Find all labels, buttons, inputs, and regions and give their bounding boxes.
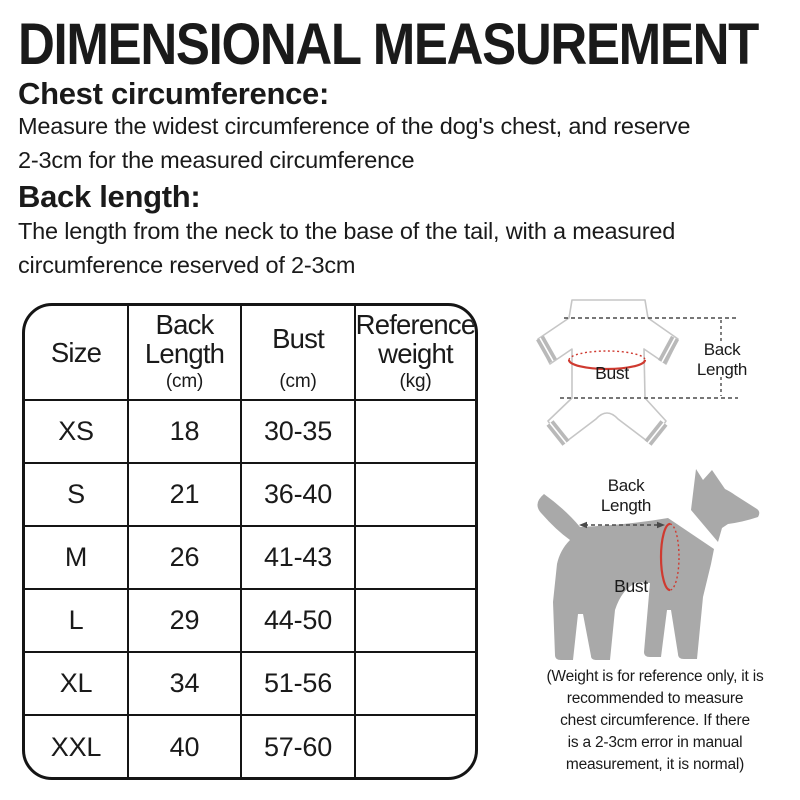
col-header-bust-label: Bust [272,323,325,354]
cell-reference-weight [354,525,475,590]
dog-bust-ellipse-dotted [669,523,680,591]
cell-reference-weight [354,714,475,777]
cell-back-length: 21 [127,462,242,527]
cuff-stripe [647,422,665,444]
back-length-text: The length from the neck to the base of … [18,218,676,278]
cell-back-length: 26 [127,525,242,590]
weight-note: (Weight is for reference only, it is rec… [546,668,764,773]
back-length-heading: Back length: [18,179,201,214]
garment-top-view-diagram [536,299,738,446]
col-header-bust: Bust (cm) [240,306,356,401]
garment-outline [537,299,679,445]
cell-reference-weight [354,462,475,527]
cell-back-length: 34 [127,651,242,716]
cell-back-length: 29 [127,588,242,653]
size-table: Size Back Length (cm) Bust (cm) [22,303,478,780]
cell-bust: 36-40 [240,462,356,527]
cuff-stripe [549,422,567,444]
dog-body-silhouette [537,494,714,660]
cell-back-length: 40 [127,714,242,777]
garment-bust-ellipse-dotted [568,350,646,361]
cell-bust: 41-43 [240,525,356,590]
table-row: S 21 36-40 [25,462,475,527]
size-table-grid: Size Back Length (cm) Bust (cm) [25,306,476,777]
cell-size: XL [25,651,129,716]
dog-bust-ellipse-solid [659,522,671,592]
col-header-back-length: Back Length (cm) [127,306,242,401]
cuff-stripe [661,337,676,363]
cell-back-length: 18 [127,399,242,464]
col-header-back-length-unit: (cm) [165,371,204,392]
table-row: XL 34 51-56 [25,651,475,716]
table-row: M 26 41-43 [25,525,475,590]
chest-circumference-heading: Chest circumference: [18,76,330,111]
col-header-bust-unit: (cm) [279,371,317,392]
table-row: L 29 44-50 [25,588,475,653]
garment-back-length-label: Back Length [696,340,748,379]
cell-size: L [25,588,129,653]
table-row: XS 18 30-35 [25,399,475,464]
cell-bust: 57-60 [240,714,356,777]
dog-back-length-label: Back Length [600,476,652,515]
size-table-header-row: Size Back Length (cm) Bust (cm) [25,306,476,401]
col-header-size: Size [25,306,129,401]
dog-bust-label: Bust [614,576,648,596]
cell-bust: 51-56 [240,651,356,716]
cell-bust: 44-50 [240,588,356,653]
cell-reference-weight [354,651,475,716]
col-header-size-label: Size [50,337,102,368]
chest-circumference-text: Measure the widest circumference of the … [18,113,691,173]
cuff-stripe [539,337,554,362]
cell-size: S [25,462,129,527]
cell-bust: 30-35 [240,399,356,464]
dog-head-silhouette [691,469,760,542]
dog-backlength-arrow-left [579,521,587,529]
dog-backlength-arrow-right [657,521,665,529]
table-row: XXL 40 57-60 [25,714,475,777]
cell-size: XXL [25,714,129,777]
col-header-reference-weight: Reference weight (kg) [354,306,476,401]
col-header-reference-weight-unit: (kg) [399,371,432,392]
cell-size: M [25,525,129,590]
cell-size: XS [25,399,129,464]
cell-reference-weight [354,588,475,653]
col-header-back-length-label: Back Length [144,308,225,369]
dog-side-view-diagram [537,469,760,660]
garment-bust-ellipse-solid [567,359,647,371]
cell-reference-weight [354,399,475,464]
page-title: DIMENSIONAL MEASUREMENT [18,12,759,77]
col-header-reference-weight-label: Reference weight [355,308,476,369]
garment-bust-label: Bust [595,363,629,383]
